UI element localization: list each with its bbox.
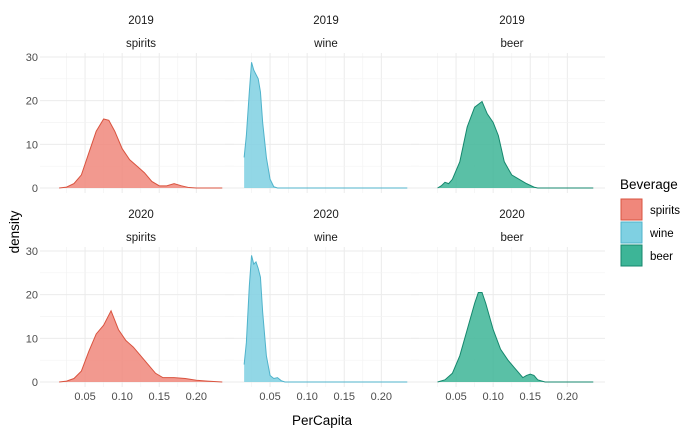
legend-label-wine: wine [649,228,674,240]
y-axis-title: density [7,210,22,253]
x-tick-label: 0.10 [296,391,317,403]
x-tick-label: 0.10 [482,391,503,403]
y-tick-label: 10 [26,139,38,151]
density-area-wine [244,62,408,188]
strip-year-label: 2020 [128,209,154,221]
strip-beverage-label: wine [313,38,338,50]
x-axis-title: PerCapita [292,413,353,428]
x-tick-label: 0.15 [520,391,541,403]
density-line-wine [243,62,408,189]
y-tick-label: 0 [32,377,38,389]
panel-2020-beer: 2020 beer 0.05 0.10 0.15 0.20 [411,209,605,403]
x-tick-label: 0.20 [371,391,392,403]
density-line-spirits [59,309,223,383]
x-tick-label: 0.05 [445,391,466,403]
x-tick-label: 0.15 [334,391,355,403]
x-tick-label: 0.05 [259,391,280,403]
legend-label-spirits: spirits [650,205,680,217]
legend-title: Beverage [620,177,678,192]
density-line-beer [437,100,594,189]
density-area-spirits [59,310,223,382]
x-tick-label: 0.05 [74,391,95,403]
legend: Beverage spirits wine beer [620,177,680,267]
y-tick-label: 30 [26,52,38,64]
density-area-spirits [59,119,223,188]
strip-beverage-label: spirits [126,232,156,244]
y-tick-label: 20 [26,96,38,108]
legend-label-beer: beer [650,251,673,263]
strip-beverage-label: beer [500,232,523,244]
density-area-wine [244,255,408,382]
legend-key-beer [620,244,643,267]
panel-2019-beer: 2019 beer [411,15,605,193]
density-line-wine [243,255,408,383]
y-tick-label: 10 [26,333,38,345]
strip-year-label: 2019 [313,15,339,27]
strip-year-label: 2020 [499,209,525,221]
x-tick-label: 0.20 [186,391,207,403]
panel-2020-wine: 2020 wine 0.05 0.10 0.15 0.20 [225,209,419,403]
density-line-beer [437,291,594,383]
density-area-beer [437,101,594,188]
panel-2019-wine: 2019 wine [225,15,419,193]
y-tick-label: 0 [32,183,38,195]
y-tick-label: 30 [26,246,38,258]
panel-2019-spirits: 2019 spirits 0 10 20 30 [26,15,234,195]
density-line-spirits [59,118,223,189]
strip-year-label: 2020 [313,209,339,221]
strip-beverage-label: beer [500,38,523,50]
strip-beverage-label: wine [313,232,338,244]
y-tick-label: 20 [26,290,38,302]
x-tick-label: 0.20 [557,391,578,403]
x-tick-label: 0.10 [111,391,132,403]
strip-year-label: 2019 [128,15,154,27]
x-tick-label: 0.15 [149,391,170,403]
density-area-beer [437,292,594,382]
strip-beverage-label: spirits [126,38,156,50]
strip-year-label: 2019 [499,15,525,27]
panel-2020-spirits: 2020 spirits 0 10 20 30 0.05 0.10 0.15 0.20 [26,209,234,403]
legend-key-wine [620,221,643,244]
legend-key-spirits [620,198,643,221]
